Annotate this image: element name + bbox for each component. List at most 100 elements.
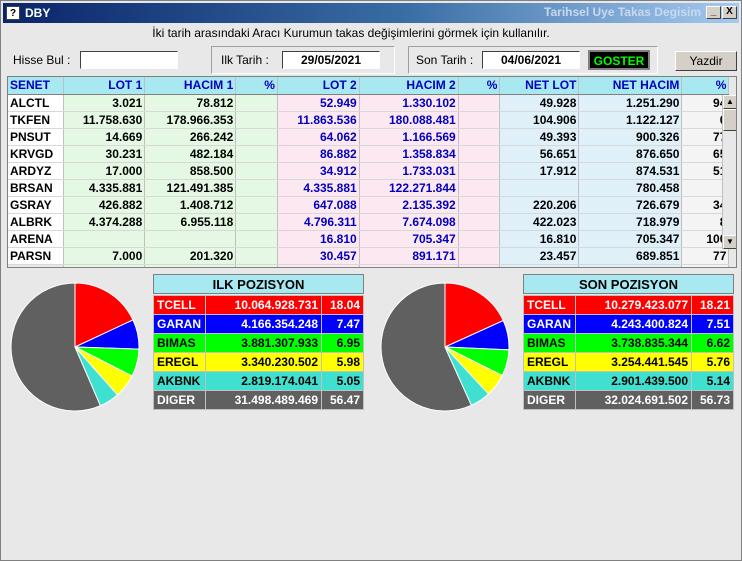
grid-cell	[63, 230, 146, 248]
total-cell	[681, 264, 730, 267]
position-row: DIGER 32.024.691.502 56.73	[523, 390, 734, 410]
grid-cell: 3.021	[63, 94, 146, 112]
goster-button[interactable]: GOSTER	[588, 50, 650, 70]
ilk-tarih-label: Ilk Tarih :	[221, 53, 269, 67]
pie-slice-diger	[380, 282, 472, 412]
grid-header-2[interactable]: HACIM 1	[144, 77, 237, 95]
hisse-label: Hisse Bul :	[13, 53, 71, 67]
position-pct: 7.51	[691, 314, 734, 334]
grid-cell: 34.912	[277, 162, 360, 180]
table-row[interactable]: TKFEN 11.758.630 178.966.353 11.863.536 180.…	[8, 111, 730, 129]
grid-header-3[interactable]: %	[235, 77, 278, 95]
table-row[interactable]: ARENA 16.810 705.347 16.810 705.347 100	[8, 230, 730, 248]
grid-cell: 266.242	[144, 128, 237, 146]
grid-header-4[interactable]: LOT 2	[277, 77, 360, 95]
grid-cell: BRSAN	[8, 179, 64, 197]
grid-cell	[458, 247, 501, 265]
table-row[interactable]: ARDYZ 17.000 858.500 34.912 1.733.031 17.912 8…	[8, 162, 730, 180]
grid-cell: 689.851	[578, 247, 683, 265]
grid-cell: 11.863.536	[277, 111, 360, 129]
total-cell: 100,00	[458, 264, 501, 267]
takas-grid[interactable]: SENET LOT 1 HACIM 1% LOT 2 HACIM 2% NET LOT NE…	[7, 76, 737, 268]
grid-cell: 718.979	[578, 213, 683, 231]
grid-cell: 426.882	[63, 196, 146, 214]
ilk-pozisyon-title: ILK POZISYON	[153, 274, 364, 294]
grid-cell: KRVGD	[8, 145, 64, 163]
position-name: DIGER	[153, 390, 206, 410]
grid-cell: 94	[681, 94, 730, 112]
table-row[interactable]: GSRAY 426.882 1.408.712 647.088 2.135.392 220…	[8, 196, 730, 214]
grid-cell: 30.457	[277, 247, 360, 265]
grid-cell	[235, 213, 278, 231]
grid-cell	[458, 162, 501, 180]
grid-header-8[interactable]: NET HACIM	[578, 77, 683, 95]
grid-cell: 17.912	[499, 162, 580, 180]
grid-cell: 4.796.311	[277, 213, 360, 231]
ilk-tarih-group	[211, 46, 395, 74]
grid-cell: 220.206	[499, 196, 580, 214]
table-row[interactable]: PNSUT 14.669 266.242 64.062 1.166.569 49.393 9…	[8, 128, 730, 146]
grid-cell: 422.023	[499, 213, 580, 231]
position-row: GARAN 4.166.354.248 7.47	[153, 314, 364, 334]
grid-cell	[235, 145, 278, 163]
ilk-pozisyon-table: TCELL 10.064.928.731 18.04 GARAN 4.166.354.2…	[153, 295, 364, 410]
position-value: 32.024.691.502	[575, 390, 692, 410]
minimize-button[interactable]: _	[706, 6, 721, 19]
position-value: 10.279.423.077	[575, 295, 692, 315]
ilk-tarih-input[interactable]: 29/05/2021	[282, 51, 380, 69]
position-row: AKBNK 2.819.174.041 5.05	[153, 371, 364, 391]
position-pct: 7.47	[321, 314, 364, 334]
hisse-search-input[interactable]	[80, 51, 178, 69]
grid-cell: 180.088.481	[359, 111, 459, 129]
scroll-up-icon[interactable]: ▲	[723, 95, 736, 109]
grid-header-5[interactable]: HACIM 2	[359, 77, 459, 95]
grid-header-6[interactable]: %	[458, 77, 501, 95]
grid-cell: 482.184	[144, 145, 237, 163]
table-row[interactable]: ALCTL 3.021 78.812 52.949 1.330.102 49.928 1.2…	[8, 94, 730, 112]
grid-cell: 23.457	[499, 247, 580, 265]
position-name: AKBNK	[153, 371, 206, 391]
grid-cell: 900.326	[578, 128, 683, 146]
title-bar[interactable]: ? DBY Tarihsel Uye Takas Degisim _ X	[3, 3, 739, 23]
grid-cell	[458, 213, 501, 231]
position-name: BIMAS	[523, 333, 576, 353]
table-row[interactable]: PARSN 7.000 201.320 30.457 891.171 23.457 689.…	[8, 247, 730, 265]
position-pct: 5.98	[321, 352, 364, 372]
grid-cell	[458, 230, 501, 248]
son-tarih-input[interactable]: 04/06/2021	[482, 51, 580, 69]
position-value: 3.254.441.545	[575, 352, 692, 372]
takas-table: SENET LOT 1 HACIM 1% LOT 2 HACIM 2% NET LOT NE…	[8, 77, 730, 267]
grid-header-0[interactable]: SENET	[8, 77, 64, 95]
grid-scrollbar[interactable]: ▲ ▼	[722, 95, 736, 249]
grid-header-1[interactable]: LOT 1	[63, 77, 146, 95]
total-cell: 100,00	[235, 264, 278, 267]
grid-cell: 1.166.569	[359, 128, 459, 146]
table-row[interactable]: ALBRK 4.374.288 6.955.118 4.796.311 7.674.09…	[8, 213, 730, 231]
grid-cell: 4.374.288	[63, 213, 146, 231]
grid-cell: 78.812	[144, 94, 237, 112]
grid-cell	[235, 162, 278, 180]
yazdir-button[interactable]: Yazdir	[675, 51, 737, 71]
grid-header-7[interactable]: NET LOT	[499, 77, 580, 95]
position-pct: 5.76	[691, 352, 734, 372]
grid-header-9[interactable]: %	[681, 77, 730, 95]
scroll-down-icon[interactable]: ▼	[723, 235, 736, 249]
position-value: 2.901.439.500	[575, 371, 692, 391]
grid-cell: 178.966.353	[144, 111, 237, 129]
table-row[interactable]: BRSAN 4.335.881 121.491.385 4.335.881 122.27…	[8, 179, 730, 197]
total-cell: 4.599.763.523	[277, 264, 360, 267]
position-name: DIGER	[523, 390, 576, 410]
position-value: 4.243.400.824	[575, 314, 692, 334]
grid-cell: 874.531	[578, 162, 683, 180]
table-row[interactable]: KRVGD 30.231 482.184 86.882 1.358.834 56.651 8…	[8, 145, 730, 163]
position-name: EREGL	[153, 352, 206, 372]
grid-cell: 49.393	[499, 128, 580, 146]
scroll-thumb[interactable]	[723, 109, 736, 131]
position-row: TCELL 10.064.928.731 18.04	[153, 295, 364, 315]
total-cell	[578, 264, 683, 267]
position-value: 3.340.230.502	[205, 352, 322, 372]
grid-cell: 705.347	[359, 230, 459, 248]
instruction-text: İki tarih arasındaki Aracı Kurumun takas…	[152, 26, 550, 40]
close-button[interactable]: X	[722, 6, 737, 19]
